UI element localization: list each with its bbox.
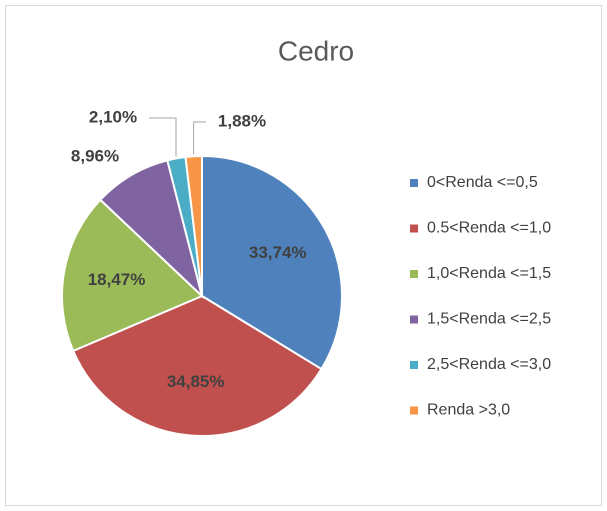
data-label: 2,10% [89, 107, 137, 126]
legend-label: Renda >3,0 [427, 402, 510, 419]
legend-swatch [410, 179, 418, 187]
chart-title: Cedro [278, 35, 354, 66]
legend-label: 0<Renda <=0,5 [427, 174, 538, 191]
data-label: 8,96% [71, 146, 119, 165]
legend-swatch [410, 361, 418, 369]
pie-slice [184, 154, 203, 297]
legend-swatch [410, 315, 418, 324]
pie-slice [61, 198, 204, 353]
data-label: 33,74% [249, 243, 307, 262]
legend-label: 0.5<Renda <=1,0 [427, 220, 551, 237]
legend-swatch [410, 270, 418, 278]
pie-slice [201, 154, 343, 371]
leader-line [149, 117, 177, 157]
legend-swatch [410, 406, 418, 415]
pie-slice [71, 294, 323, 437]
legend-label: 1,0<Renda <=1,5 [427, 265, 551, 282]
leader-line [193, 121, 206, 155]
data-label: 1,88% [218, 111, 266, 130]
legend-swatch [410, 224, 418, 233]
data-label: 34,85% [167, 372, 225, 391]
legend-label: 2,5<Renda <=3,0 [427, 356, 551, 373]
legend-label: 1,5<Renda <=2,5 [427, 311, 551, 328]
data-label: 18,47% [88, 270, 146, 289]
